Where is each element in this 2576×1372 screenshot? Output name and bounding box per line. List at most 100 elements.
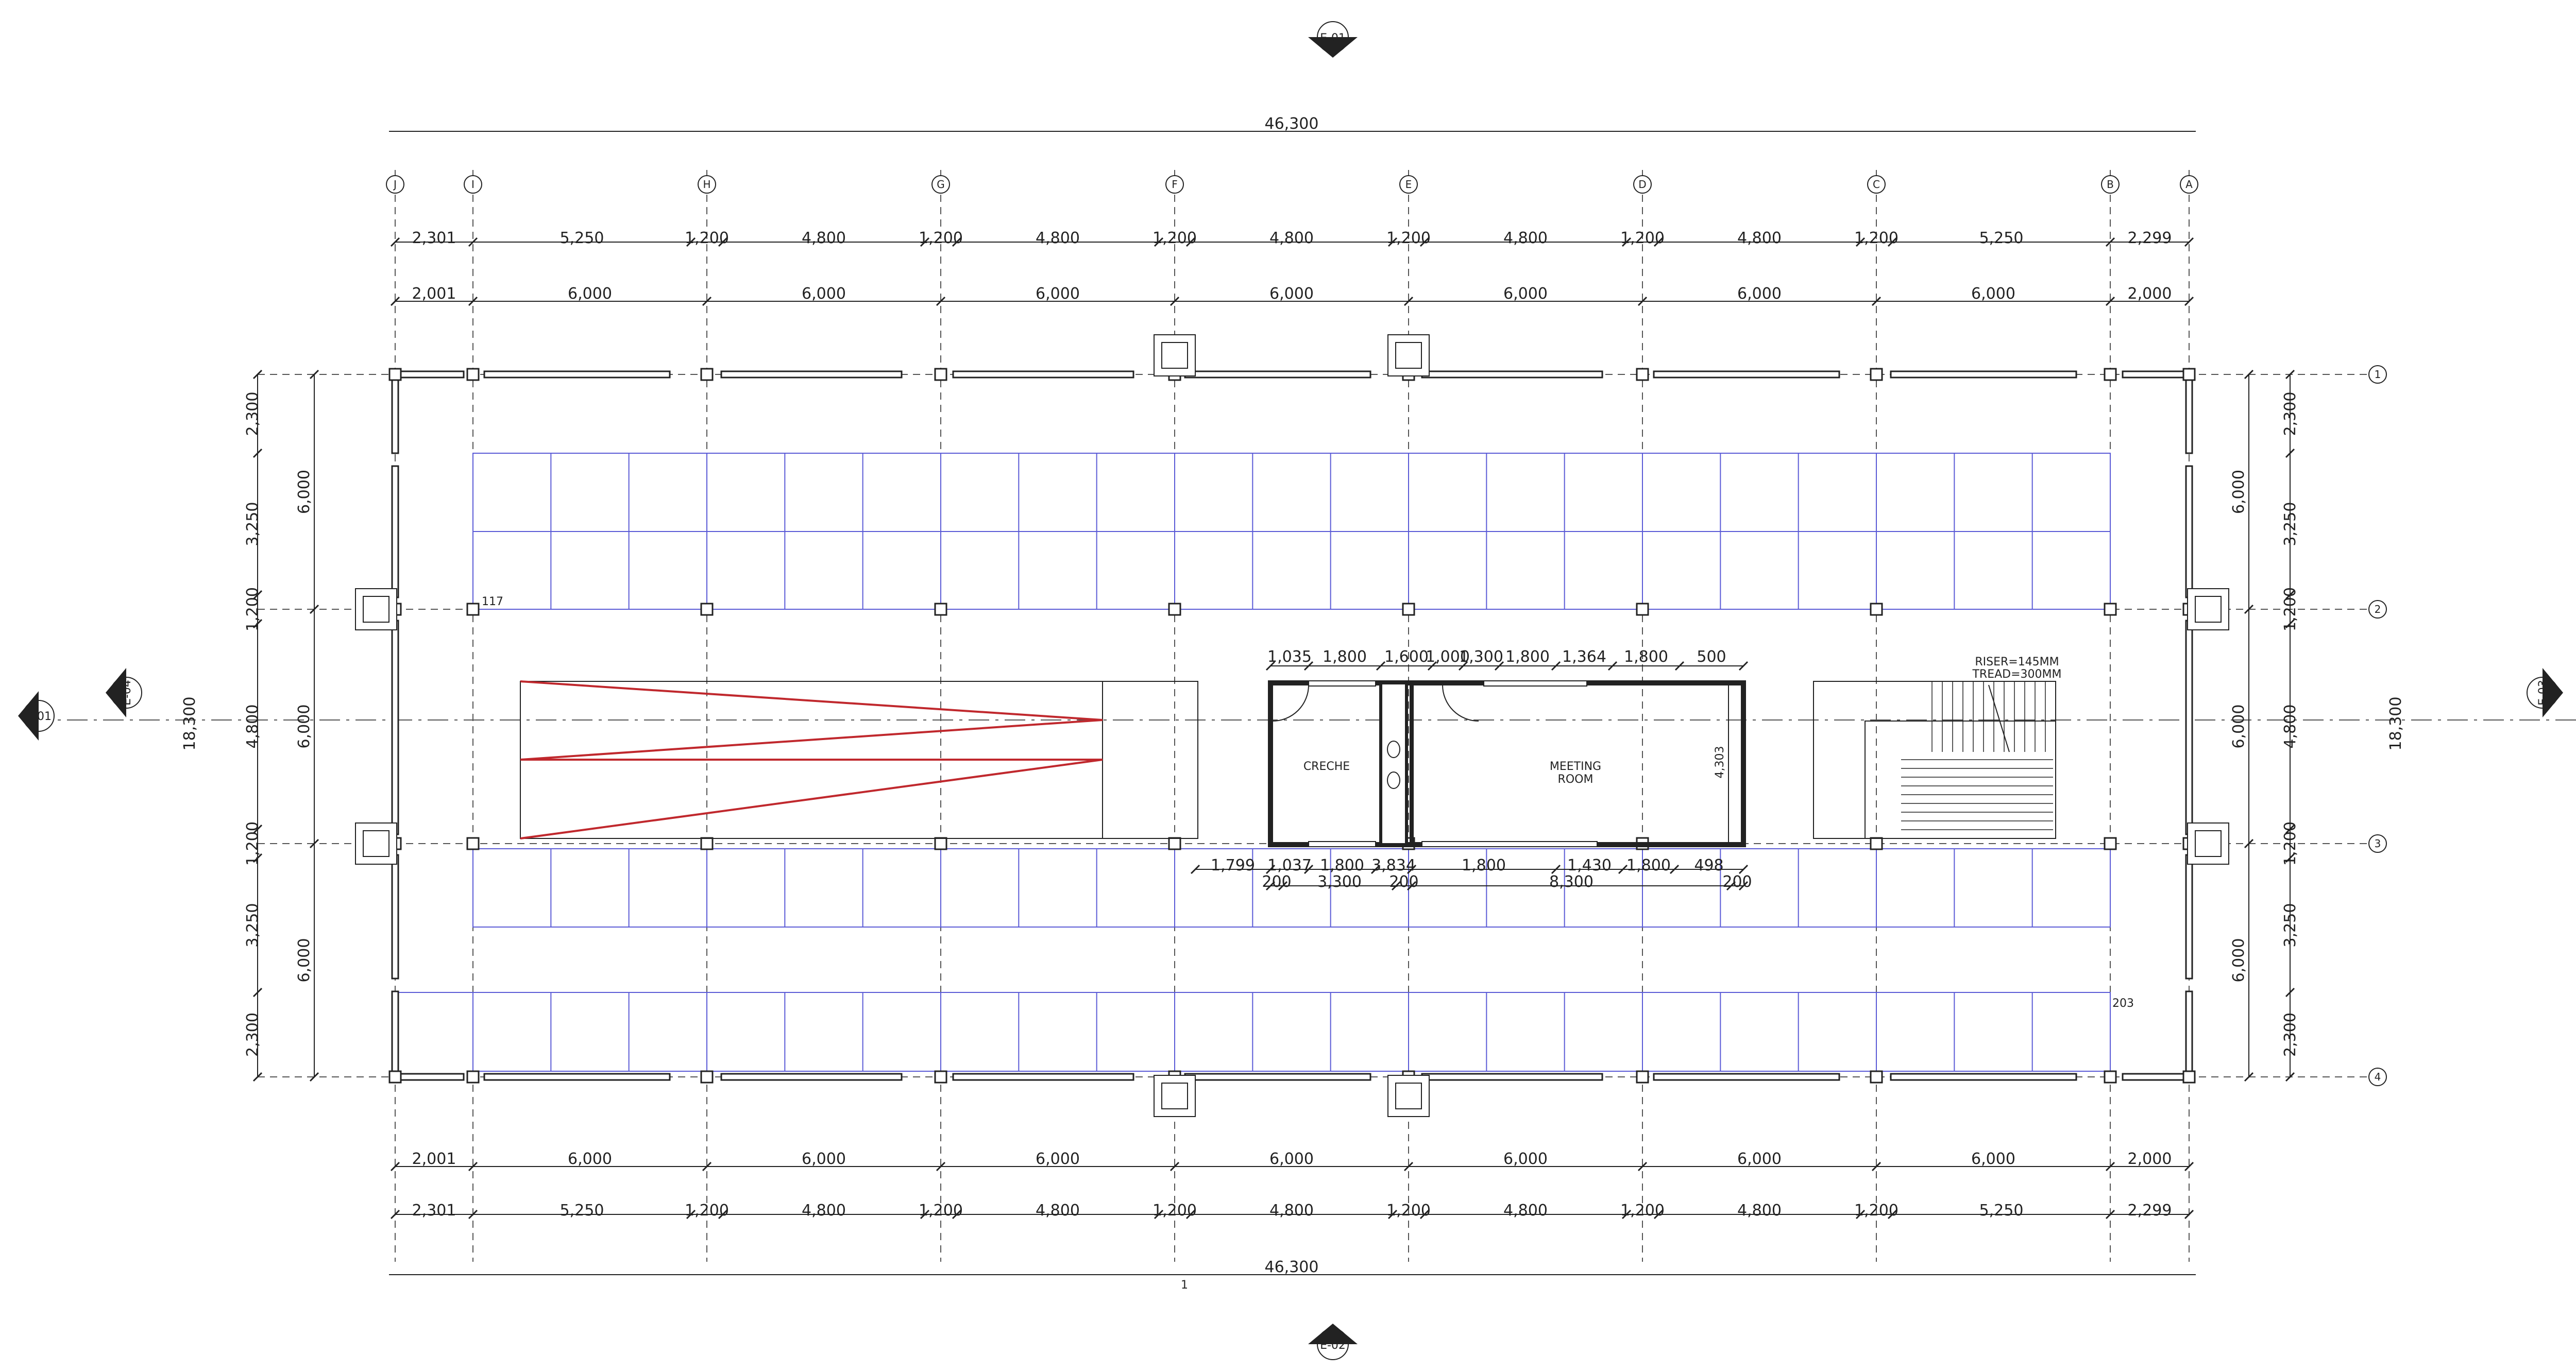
grid-bubble-row — [2368, 834, 2387, 853]
dim-core-bottom2-label: 8,300 — [1549, 873, 1594, 891]
dim-right-outer-tick — [2285, 448, 2295, 458]
dim-bottom-row1-label: 2,000 — [2128, 1150, 2172, 1168]
dim-core-top-tick — [1674, 661, 1685, 671]
grid-bubble-label: A — [2185, 178, 2193, 191]
dim-bottom-row2-tick — [920, 1209, 930, 1220]
dim-top-row2-tick — [1871, 296, 1882, 306]
columns — [355, 334, 2229, 1117]
dim-top-row1-label: 4,800 — [1269, 229, 1314, 247]
core-window — [1308, 841, 1376, 847]
dim-right-outer-label: 2,300 — [2281, 392, 2299, 436]
wall-segment — [2185, 854, 2193, 980]
dim-top-row2-tick — [702, 296, 712, 306]
dim-top-row1-tick — [686, 237, 696, 247]
column — [466, 368, 480, 381]
wall-segment — [1184, 370, 1371, 379]
dim-right-outer-tick — [2285, 590, 2295, 600]
stair-note-riser: RISER=145MM — [1975, 656, 2059, 668]
grid-bubble-col — [2180, 175, 2198, 194]
dim-core-bottom1-tick — [1265, 864, 1276, 874]
dim-core-bottom1-label: 1,800 — [1626, 856, 1671, 874]
grid-bubble-row — [2368, 365, 2387, 384]
overall-width-bottom: 46,300 — [1265, 1258, 1319, 1276]
fixture — [1387, 771, 1400, 789]
dim-top-row1-label: 1,200 — [1854, 229, 1899, 247]
dim-right-outer-tick — [2285, 824, 2295, 834]
grid-bubble-label: J — [393, 178, 397, 191]
grid-bubble-col — [464, 175, 482, 194]
dim-bottom-row1-label: 6,000 — [1036, 1150, 1080, 1168]
dim-top-row1-label: 1,200 — [1620, 229, 1665, 247]
wall-segment — [391, 854, 399, 980]
overall-width-top: 46,300 — [1265, 115, 1319, 133]
column — [1870, 368, 1883, 381]
dim-left-inner-tick — [309, 1072, 319, 1082]
dim-bottom-row2-label: 4,800 — [1503, 1202, 1548, 1220]
grid-bubble-label: H — [703, 178, 710, 191]
dim-right-outer-tick — [2285, 1072, 2295, 1082]
wall-segment — [483, 370, 671, 379]
dim-core-bottom1-label: 1,800 — [1462, 856, 1506, 874]
dim-bottom-row1-label: 2,001 — [412, 1150, 456, 1168]
view-tags: E-01E-02S-01S-01E-04E-03 — [18, 21, 2563, 1360]
pilaster-core — [2195, 596, 2222, 623]
dim-core-bottom1-tick — [1303, 864, 1314, 874]
stair-well — [1865, 721, 2056, 839]
dim-core-bottom2-tick — [1406, 881, 1417, 891]
dim-right-outer-label: 3,250 — [2281, 502, 2299, 546]
column — [934, 1070, 947, 1084]
dim-top-row1-tick — [1419, 237, 1430, 247]
grid-bubble-col — [698, 175, 716, 194]
dim-left-outer-tick — [252, 590, 263, 600]
wall-segment — [2122, 370, 2185, 379]
dim-left-outer-tick — [252, 824, 263, 834]
dim-top-row1-tick — [1185, 237, 1196, 247]
dimension-strings: 2,301 5,250 1,200 4,800 1,200 4,800 1,200 4,800… — [244, 131, 2299, 1275]
dim-top-row2-label: 2,001 — [412, 285, 456, 303]
dim-top-row1-tick — [718, 237, 728, 247]
dim-left-outer-tick — [252, 1072, 263, 1082]
pilaster — [1387, 334, 1430, 376]
stair — [1813, 681, 2056, 839]
dim-top-row2-tick — [468, 296, 478, 306]
column — [700, 603, 714, 616]
dim-right-inner-tick — [2244, 604, 2254, 614]
grid-bubble-row — [2368, 1068, 2387, 1086]
elevation-tag-label: E-02 — [1320, 1339, 1346, 1352]
room-label-meeting-1: MEETING — [1550, 760, 1601, 773]
elevation-tag-arrow — [1308, 37, 1358, 58]
dim-top-row1-tick — [2184, 237, 2194, 247]
elevation-side-tag-label: E-03 — [2537, 680, 2550, 706]
grid-bubble-label: D — [1638, 178, 1646, 191]
dim-core-top-tick — [1303, 661, 1314, 671]
dim-top-row1-tick — [390, 237, 400, 247]
dim-bottom-row2-label: 4,800 — [1737, 1202, 1782, 1220]
wall-segment — [398, 370, 465, 379]
dim-core-bottom2-label: 200 — [1389, 873, 1418, 891]
dim-top-row2-label: 6,000 — [568, 285, 612, 303]
wall-segment — [2185, 620, 2193, 835]
wall-segment — [2122, 1073, 2185, 1081]
dim-core-top-label: 1,600 — [1384, 648, 1429, 666]
dim-bottom-row1-label: 6,000 — [1737, 1150, 1782, 1168]
wall-segment — [1653, 1073, 1840, 1081]
dim-left-outer-tick — [252, 448, 263, 458]
grid-bubble-label: 2 — [2375, 603, 2381, 615]
pilaster-core — [1395, 342, 1422, 369]
dim-bottom-row2-label: 1,200 — [919, 1202, 963, 1220]
dim-bottom-row1-tick — [1637, 1161, 1648, 1172]
dim-right-inner-label: 6,000 — [2230, 470, 2248, 514]
dim-core-bottom1-label: 1,799 — [1211, 856, 1255, 874]
dim-right-inner-tick — [2244, 838, 2254, 849]
dim-bottom-row2-label: 4,800 — [1036, 1202, 1080, 1220]
dim-bottom-row2-label: 1,200 — [685, 1202, 729, 1220]
core-height-dim: 4,303 — [1714, 746, 1726, 779]
dim-bottom-row2-tick — [952, 1209, 962, 1220]
column — [466, 603, 480, 616]
dim-left-outer-tick — [252, 369, 263, 380]
dim-top-row1-label: 4,800 — [802, 229, 846, 247]
dim-core-top-label: 1,800 — [1323, 648, 1367, 666]
grid-bubble-col — [1633, 175, 1652, 194]
grid-bubble-label: 1 — [2375, 368, 2381, 381]
room-label-meeting-2: ROOM — [1558, 773, 1594, 786]
